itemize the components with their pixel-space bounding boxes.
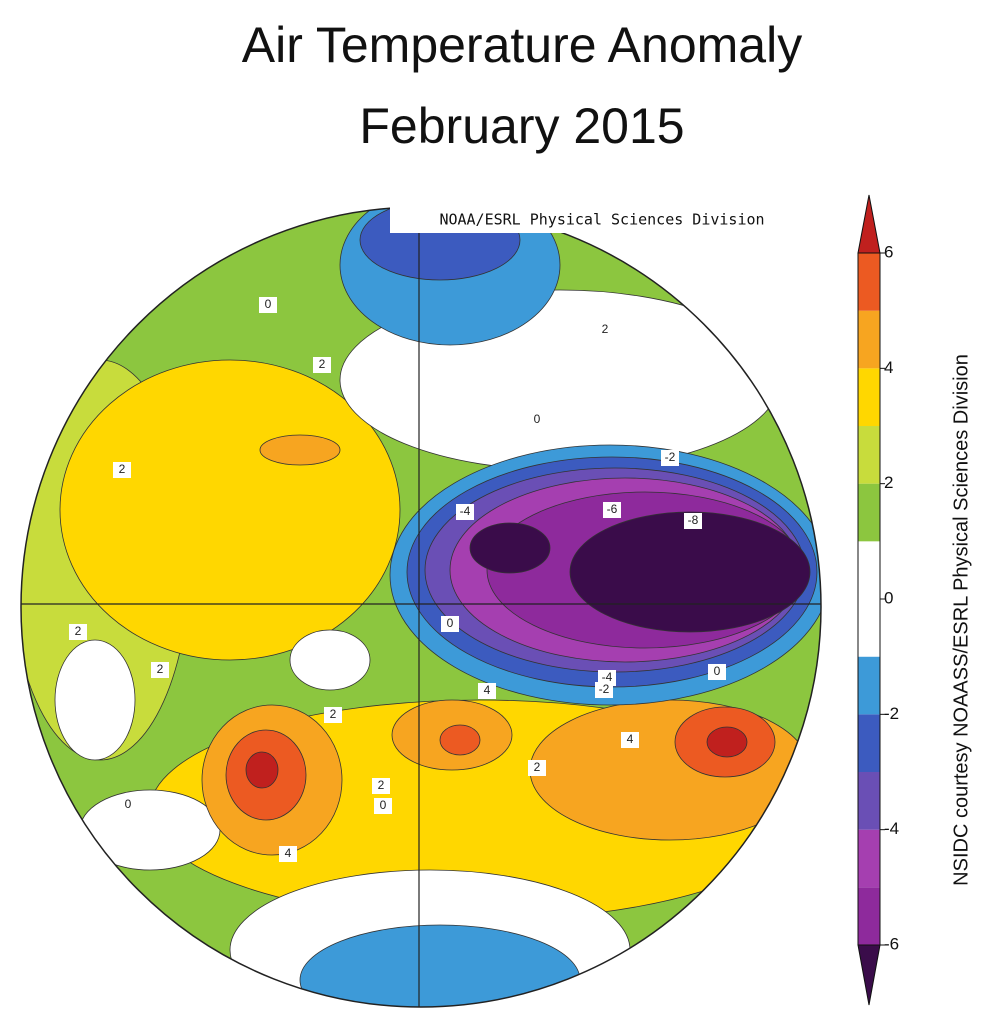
contour-label: -8 [688,513,699,527]
title-line: Air Temperature Anomaly [242,17,802,73]
colorbar-segment [858,368,880,426]
colorbar-tick-label: -6 [884,934,899,953]
contour-label-box [528,760,546,776]
contour-label: 2 [378,778,385,792]
contour-label: 0 [534,412,541,426]
side-label: NSIDC courtesy NOAASS/ESRL Physical Scie… [950,354,972,886]
colorbar-tick-label: 6 [884,242,893,261]
colorbar-under-arrow [857,944,881,1006]
colorbar-segment [858,310,880,369]
contour-label: 0 [447,616,454,630]
colorbar-segment [858,483,880,542]
contour-label-box [661,450,679,466]
colorbar-over-arrow [857,194,881,254]
contour-label-box [603,502,621,518]
contour-label: 2 [319,357,326,371]
contour-label-box [372,778,390,794]
contour-label-box [528,412,546,428]
colorbar-tick-label: -2 [884,704,899,723]
colorbar-segment [858,253,880,311]
contour-label-box [441,616,459,632]
contour-label: 0 [714,664,721,678]
anomaly-region [529,699,811,841]
contour-label: 2 [119,462,126,476]
anomaly-region [245,751,279,789]
contour-label: 4 [285,846,292,860]
contour-label-box [596,322,614,338]
contour-label: 2 [75,624,82,638]
contour-label: -4 [602,670,613,684]
contour-label-box [113,462,131,478]
contour-label: 2 [534,760,541,774]
contour-label-box [595,682,613,698]
contour-label: 0 [265,297,272,311]
anomaly-region [259,434,341,466]
anomaly-region [706,726,748,758]
contour-label-box [119,797,137,813]
contour-label: -4 [460,504,471,518]
title-line: February 2015 [359,98,684,154]
contour-label-box [69,624,87,640]
anomaly-region [439,724,481,756]
colorbar-segment [858,714,880,772]
credit-box [390,205,814,233]
contour-label: -2 [599,682,610,696]
colorbar-tick-label: 2 [884,473,893,492]
contour-label-box [478,683,496,699]
contour-label-box [456,504,474,520]
contour-label-box [151,662,169,678]
colorbar-segment [858,426,880,484]
colorbar-segment [858,599,880,657]
anomaly-region [54,639,136,761]
credit: NOAA/ESRL Physical Sciences Division [439,211,764,229]
contour-label-box [324,707,342,723]
contour-label-box [313,357,331,373]
contour-label-box [684,513,702,529]
anomaly-region [469,522,551,574]
contour-label: 2 [330,707,337,721]
contour-label: -2 [665,450,676,464]
anomaly-region [79,789,221,871]
anomaly-region [569,511,811,633]
colorbar-segment [858,772,880,830]
contour-label-box [259,297,277,313]
contour-label: 0 [125,797,132,811]
contour-label-box [621,732,639,748]
anomaly-region [289,629,371,691]
anomaly-region [59,359,401,661]
contour-label-box [279,846,297,862]
colorbar-segment [858,829,880,888]
contour-label-box [374,798,392,814]
colorbar-tick-label: 0 [884,588,893,607]
contour-label-box [708,664,726,680]
colorbar-segment [858,656,880,715]
contour-label: 4 [627,732,634,746]
contour-label: 2 [157,662,164,676]
contour-label: 2 [602,322,609,336]
colorbar-tick-label: -4 [884,819,899,838]
colorbar-segment [858,541,880,599]
colorbar-tick-label: 4 [884,358,893,377]
contour-label: -6 [607,502,618,516]
colorbar: 6 4 2 0 -2 -4 -6 [857,194,899,1006]
colorbar-segment [858,887,880,945]
contour-label: 0 [380,798,387,812]
contour-label: 4 [484,683,491,697]
